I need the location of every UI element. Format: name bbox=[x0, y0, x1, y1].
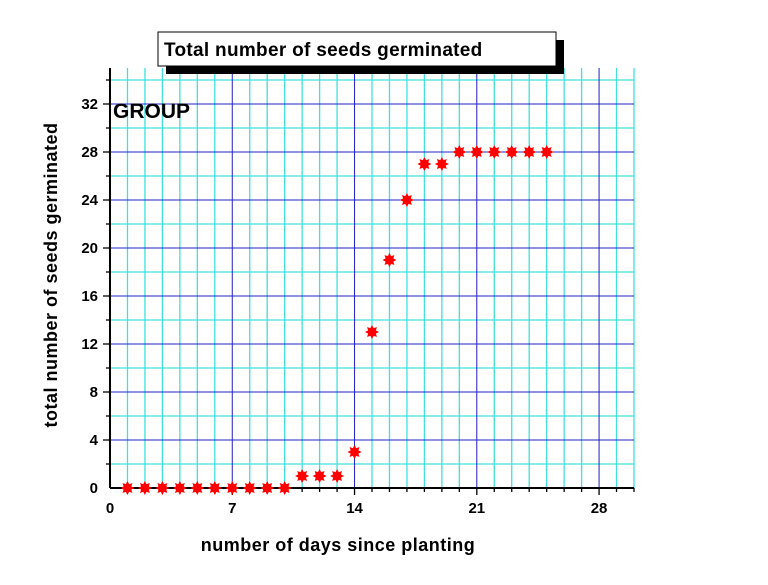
x-axis-title: number of days since planting bbox=[201, 535, 476, 555]
data-point bbox=[504, 145, 519, 159]
chart-title: Total number of seeds germinated bbox=[164, 40, 483, 61]
data-point bbox=[434, 157, 449, 171]
x-tick-label: 14 bbox=[346, 500, 363, 517]
y-tick-label: 24 bbox=[81, 192, 98, 209]
data-point bbox=[295, 469, 310, 483]
y-tick-label: 32 bbox=[81, 96, 98, 113]
data-point bbox=[539, 145, 554, 159]
data-point bbox=[365, 325, 379, 339]
x-tick-label: 7 bbox=[228, 500, 236, 517]
y-tick-label: 8 bbox=[90, 384, 98, 401]
chart-title-box: Total number of seeds germinated bbox=[157, 31, 564, 74]
data-point bbox=[172, 481, 187, 495]
data-point bbox=[469, 145, 484, 159]
grid bbox=[110, 68, 635, 488]
x-tick-label: 28 bbox=[591, 500, 608, 517]
data-point bbox=[487, 145, 502, 159]
data-point bbox=[242, 481, 257, 495]
data-point bbox=[312, 469, 327, 483]
x-tick-label: 21 bbox=[468, 500, 485, 517]
y-tick-label: 28 bbox=[81, 144, 98, 161]
data-point bbox=[382, 253, 397, 267]
y-tick-label: 4 bbox=[90, 432, 99, 449]
data-point bbox=[277, 481, 292, 495]
data-point bbox=[452, 145, 467, 159]
data-point bbox=[347, 445, 362, 459]
y-tick-label: 20 bbox=[81, 240, 98, 257]
data-point bbox=[137, 481, 152, 495]
data-point bbox=[260, 481, 275, 495]
data-point bbox=[155, 481, 170, 495]
data-points bbox=[120, 145, 554, 495]
data-point bbox=[399, 193, 414, 207]
data-point bbox=[522, 145, 537, 159]
x-tick-label: 0 bbox=[106, 500, 114, 517]
y-tick-label: 16 bbox=[81, 288, 98, 305]
y-tick-label: 0 bbox=[90, 480, 98, 497]
data-point bbox=[120, 481, 135, 495]
title-box bbox=[157, 31, 557, 67]
data-point bbox=[225, 481, 240, 495]
y-tick-label: 12 bbox=[81, 336, 98, 353]
data-point bbox=[417, 157, 432, 171]
data-point bbox=[330, 469, 345, 483]
data-point bbox=[207, 481, 222, 495]
y-axis-title: total number of seeds germinated bbox=[41, 122, 61, 427]
group-annotation: GROUP bbox=[113, 100, 190, 123]
data-point bbox=[190, 481, 205, 495]
